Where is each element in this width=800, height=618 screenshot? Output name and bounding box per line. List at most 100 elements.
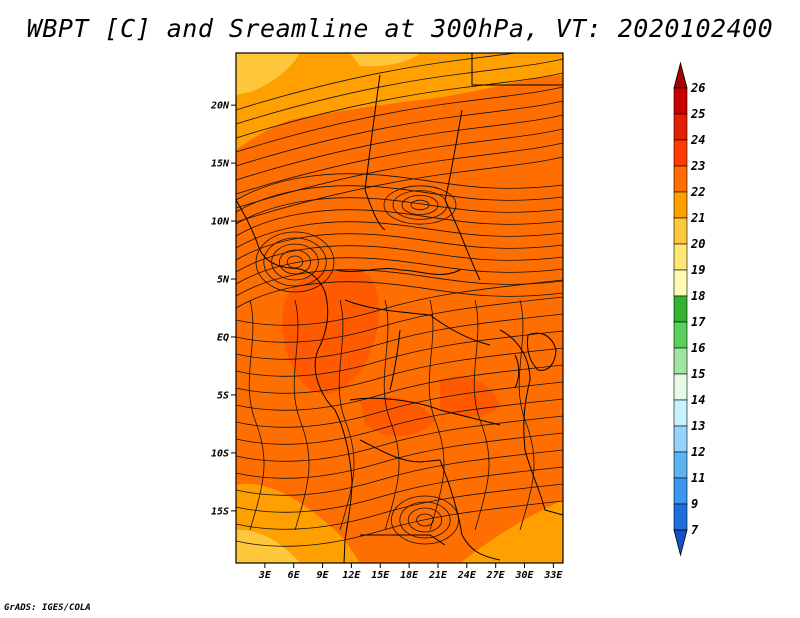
colorbar-label: 15 xyxy=(691,367,705,381)
colorbar-swatch xyxy=(673,217,688,245)
colorbar-label: 24 xyxy=(690,133,705,147)
colorbar-label: 18 xyxy=(691,289,705,303)
colorbar-label: 21 xyxy=(690,211,705,225)
colorbar-swatch xyxy=(673,139,688,167)
country-borders xyxy=(236,53,563,563)
chart-title: WBPT [C] and Sreamline at 300hPa, VT: 20… xyxy=(26,14,774,43)
colorbar-swatch xyxy=(673,191,688,219)
streamline xyxy=(236,209,563,237)
lat-tick-label: 5N xyxy=(217,275,230,286)
streamline-vortex xyxy=(399,501,451,539)
lat-tick-label: 15N xyxy=(211,159,230,170)
latitude-axis: 20N 15N 10N 5N EQ 5S 10S 15S xyxy=(210,101,236,517)
streamline xyxy=(236,58,563,125)
colorbar-label: 13 xyxy=(691,419,705,433)
streamline-vortex xyxy=(263,237,327,287)
colorbar-swatch xyxy=(673,399,688,427)
colorbar-lower-extend xyxy=(673,529,688,557)
lat-tick-label: EQ xyxy=(217,332,229,343)
colorbar-label: 22 xyxy=(690,185,705,199)
colorbar-swatch xyxy=(673,269,688,297)
streamline xyxy=(236,269,563,297)
streamline xyxy=(383,299,400,531)
colorbar-swatch xyxy=(673,477,688,505)
colorbar-swatch xyxy=(673,243,688,271)
lon-tick-label: 30E xyxy=(514,570,534,581)
streamline xyxy=(236,313,563,360)
colorbar-label: 26 xyxy=(690,81,705,95)
colorbar-label: 14 xyxy=(691,393,705,407)
streamline xyxy=(236,245,563,273)
lon-tick-label: 9E xyxy=(317,570,330,581)
streamline xyxy=(236,347,563,394)
lat-tick-label: 5S xyxy=(217,390,229,401)
map-frame xyxy=(235,52,564,564)
colorbar-swatch xyxy=(673,295,688,323)
lat-tick-label: 10S xyxy=(211,448,229,459)
streamline xyxy=(236,197,563,225)
streamline xyxy=(236,114,563,181)
colorbar-label: 20 xyxy=(690,237,705,251)
streamline xyxy=(293,299,310,531)
streamlines-layer xyxy=(236,53,563,547)
colorbar-upper-extend xyxy=(673,61,688,89)
streamline-vortex xyxy=(410,199,430,211)
lat-tick-label: 20N xyxy=(210,101,230,112)
colorbar-label: 19 xyxy=(691,263,705,277)
wbpt-warm-core-central xyxy=(360,396,435,436)
streamline xyxy=(236,296,563,343)
streamline xyxy=(236,281,563,309)
colorbar-swatch xyxy=(673,87,688,115)
lon-tick-label: 21E xyxy=(428,570,448,581)
lon-tick-label: 3E xyxy=(258,570,272,581)
colorbar-label: 12 xyxy=(691,445,705,459)
colorbar-label: 16 xyxy=(691,341,705,355)
streamline xyxy=(236,466,563,513)
streamline xyxy=(236,173,563,201)
streamline-vortex xyxy=(390,495,459,545)
streamline xyxy=(236,156,563,223)
colorbar: 26 25 24 23 22 21 20 19 18 17 16 15 14 13 12 11 9 7 xyxy=(673,61,706,557)
streamline xyxy=(236,364,563,411)
streamline xyxy=(236,185,563,213)
colorbar-label: 17 xyxy=(691,315,706,329)
streamline-vortex xyxy=(255,231,335,293)
colorbar-swatch xyxy=(673,165,688,193)
streamline xyxy=(236,330,563,377)
lat-tick-label: 15S xyxy=(211,506,229,517)
streamline xyxy=(236,100,563,167)
streamline-vortex xyxy=(383,185,457,225)
map-plot-area xyxy=(236,53,563,563)
grads-credit: GrADS: IGES/COLA xyxy=(4,603,91,613)
streamline xyxy=(236,128,563,195)
colorbar-swatch xyxy=(673,451,688,479)
streamline xyxy=(236,449,563,496)
lon-tick-label: 12E xyxy=(342,570,361,581)
streamline-vortex xyxy=(407,507,443,533)
longitude-axis: 3E 6E 9E 12E 15E 18E 21E 24E 27E 30E 33E xyxy=(258,563,563,581)
lat-tick-label: 10N xyxy=(211,217,230,228)
streamline-vortex xyxy=(416,513,434,527)
streamline xyxy=(248,299,265,531)
streamline xyxy=(236,398,563,445)
colorbar-label: 25 xyxy=(690,107,705,121)
wbpt-cool-north-band xyxy=(236,53,563,150)
lon-tick-label: 27E xyxy=(486,570,506,581)
streamline xyxy=(236,415,563,462)
streamline xyxy=(428,299,445,531)
colorbar-label: 23 xyxy=(690,159,705,173)
colorbar-swatch xyxy=(673,113,688,141)
streamline xyxy=(236,142,563,209)
colorbar-label: 7 xyxy=(691,523,699,537)
streamline xyxy=(236,381,563,428)
streamline xyxy=(338,299,355,531)
streamline xyxy=(236,72,563,139)
lon-tick-label: 33E xyxy=(543,570,563,581)
streamline xyxy=(236,279,563,326)
wbpt-warm-core-west xyxy=(282,268,380,395)
colorbar-swatch xyxy=(673,347,688,375)
colorbar-label: 9 xyxy=(691,497,698,511)
wbpt-warm-core-east xyxy=(440,376,500,417)
lon-tick-label: 6E xyxy=(288,570,301,581)
